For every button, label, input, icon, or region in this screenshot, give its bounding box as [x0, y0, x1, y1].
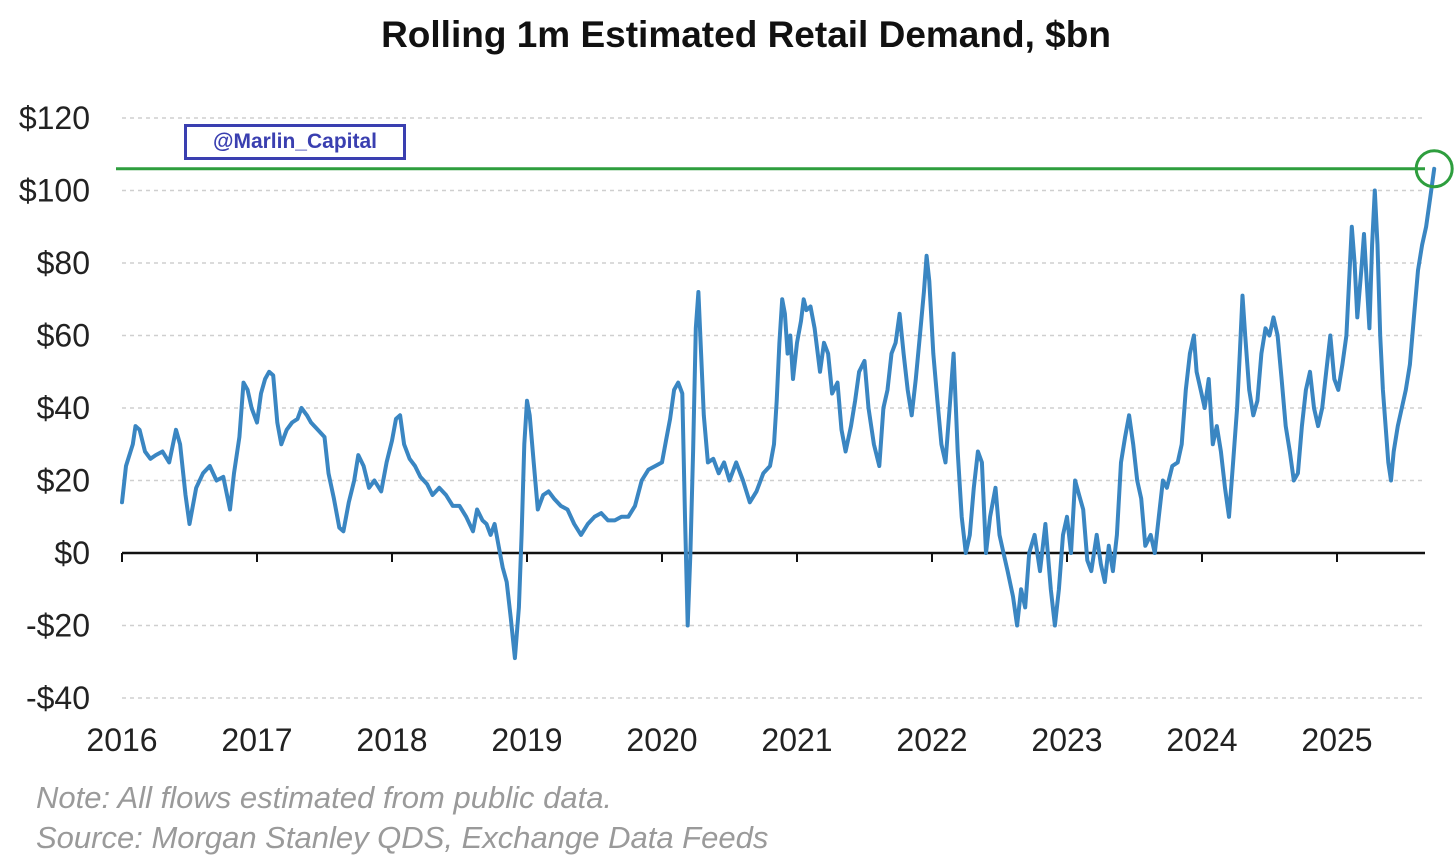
- y-axis-ticks: $120 $100 $80 $60 $40 $20 $0 -$20 -$40: [19, 100, 90, 716]
- x-axis: [121, 551, 1425, 562]
- y-tick-label: $20: [37, 463, 90, 499]
- x-tick-label: 2016: [86, 722, 157, 758]
- series-layer: [120, 166, 1437, 661]
- x-tick-label: 2023: [1031, 722, 1102, 758]
- x-tick-label: 2017: [221, 722, 292, 758]
- y-tick-label: $0: [54, 535, 90, 571]
- highlight-circle: [1414, 149, 1454, 189]
- x-tick-label: 2020: [626, 722, 697, 758]
- source-text: Source: Morgan Stanley QDS, Exchange Dat…: [36, 820, 769, 855]
- y-tick-label: -$20: [26, 608, 90, 644]
- y-tick-label: $80: [37, 245, 90, 281]
- chart-title: Rolling 1m Estimated Retail Demand, $bn: [381, 14, 1111, 55]
- reference-layer: [116, 149, 1454, 189]
- gridlines: [122, 117, 1425, 699]
- note-text: Note: All flows estimated from public da…: [36, 780, 613, 815]
- x-axis-ticks: 2016 2017 2018 2019 2020 2021 2022 2023 2024 2025: [86, 722, 1372, 758]
- x-tick-label: 2021: [761, 722, 832, 758]
- x-tick-label: 2019: [491, 722, 562, 758]
- x-tick-label: 2022: [896, 722, 967, 758]
- x-tick-label: 2025: [1301, 722, 1372, 758]
- y-tick-label: $100: [19, 173, 90, 209]
- y-tick-label: $60: [37, 318, 90, 354]
- x-tick-label: 2018: [356, 722, 427, 758]
- y-tick-label: $40: [37, 390, 90, 426]
- watermark-label: @Marlin_Capital: [184, 124, 406, 160]
- y-tick-label: $120: [19, 100, 90, 136]
- x-tick-label: 2024: [1166, 722, 1237, 758]
- y-tick-label: -$40: [26, 680, 90, 716]
- series-line: [120, 166, 1437, 661]
